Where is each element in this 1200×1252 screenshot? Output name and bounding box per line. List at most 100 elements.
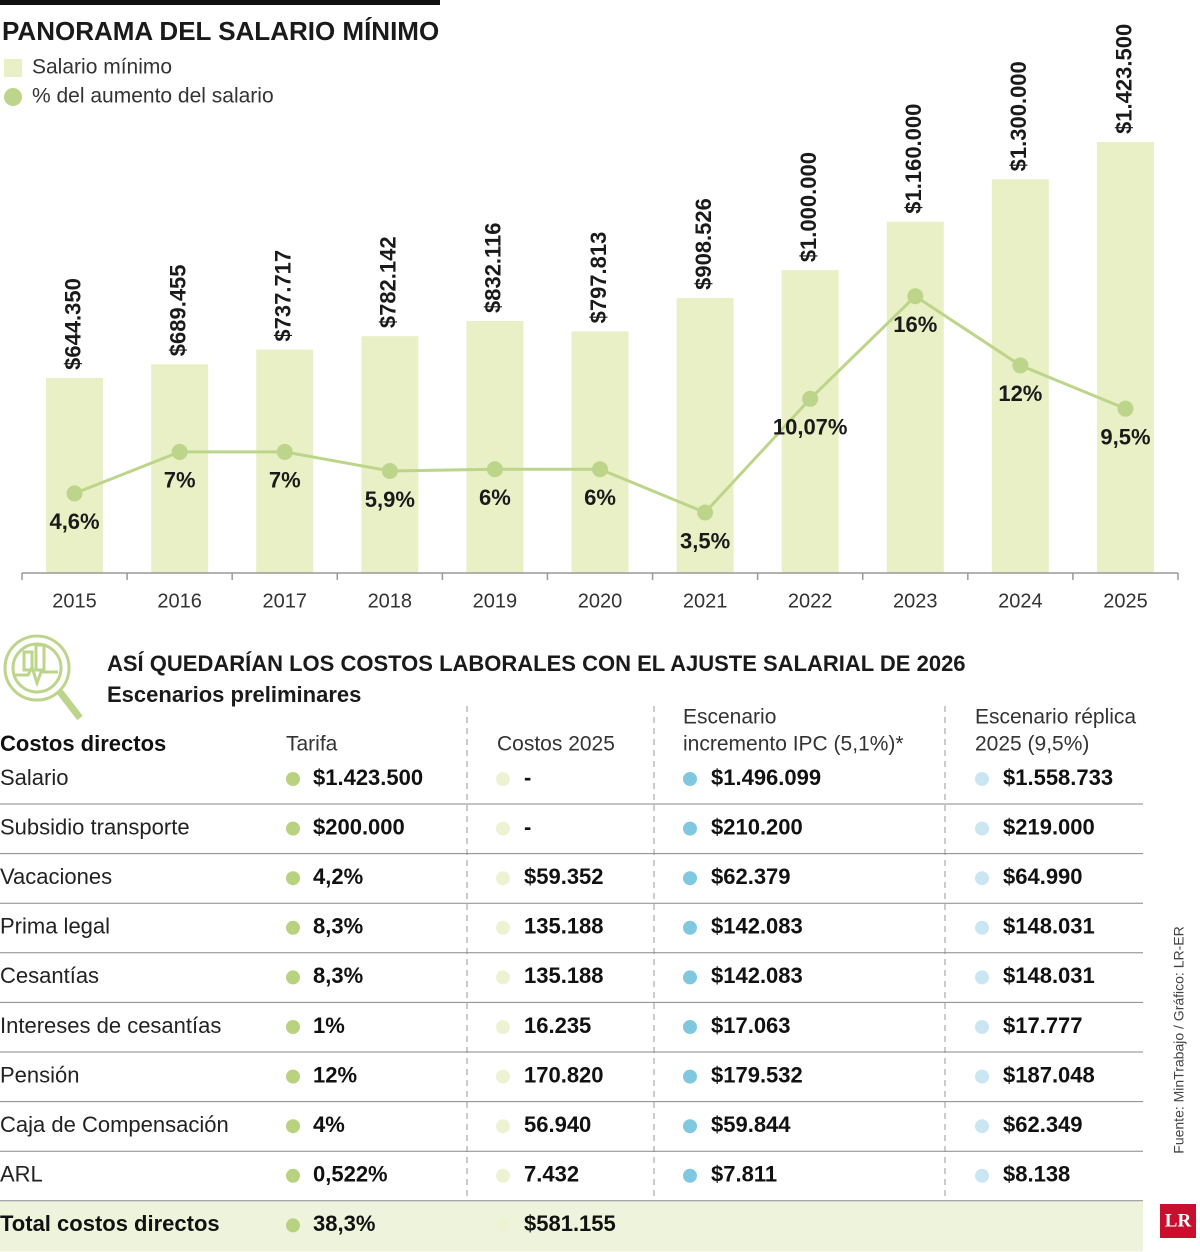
cell-dot <box>286 1020 300 1034</box>
cell-dot <box>683 1119 697 1134</box>
cell-value: $17.063 <box>711 1013 791 1038</box>
bar-value-label: $644.350 <box>60 278 85 370</box>
cell-dot <box>286 1119 300 1134</box>
cell-dot <box>286 970 300 985</box>
column-header: Costos directos <box>0 731 166 756</box>
cell-value: 135.188 <box>524 963 604 988</box>
point-value-label: 12% <box>998 381 1042 406</box>
x-tick-label: 2018 <box>368 590 413 612</box>
bar-value-label: $908.526 <box>691 198 716 290</box>
row-label: Vacaciones <box>0 864 112 889</box>
line-point <box>592 461 608 478</box>
bar <box>781 270 839 573</box>
row-label: Pensión <box>0 1062 80 1087</box>
cell-dot <box>683 1168 697 1183</box>
row-label: Caja de Compensación <box>0 1112 229 1137</box>
column-header: Costos 2025 <box>497 733 615 756</box>
source: Fuente: MinTrabajo / Gráfico: LR-ER <box>1171 926 1187 1153</box>
x-tick-label: 2022 <box>788 590 833 612</box>
column-header: Escenario <box>683 706 776 729</box>
x-tick-label: 2020 <box>578 590 623 612</box>
table-title: ASÍ QUEDARÍAN LOS COSTOS LABORALES CON E… <box>107 651 966 676</box>
x-tick-label: 2019 <box>473 590 518 612</box>
cell-value: 0,522% <box>313 1162 388 1187</box>
bar-value-label: $1.000.000 <box>796 152 821 262</box>
table-icon <box>3 634 83 721</box>
cell-value: $62.349 <box>1003 1112 1083 1137</box>
bar <box>151 364 209 573</box>
cell-dot <box>975 772 989 786</box>
cell-value: $210.200 <box>711 814 803 839</box>
cell-value: $7.811 <box>711 1162 777 1187</box>
line-point <box>907 288 924 305</box>
cell-value: $148.031 <box>1003 963 1095 988</box>
x-tick-label: 2021 <box>683 590 728 612</box>
cell-dot <box>286 1168 300 1183</box>
x-tick-label: 2024 <box>998 590 1043 612</box>
column-header: Tarifa <box>286 733 338 756</box>
total-row-bg <box>0 1201 1143 1252</box>
cell-dot <box>683 1020 697 1034</box>
point-value-label: 9,5% <box>1100 424 1150 449</box>
cell-value: 170.820 <box>524 1062 604 1087</box>
x-tick-label: 2023 <box>893 590 938 612</box>
cell-value: 1% <box>313 1013 345 1038</box>
cell-dot <box>683 1069 697 1084</box>
cell-dot <box>975 1168 989 1183</box>
line-point <box>802 390 819 407</box>
bar <box>571 331 629 573</box>
legend-label: Salario mínimo <box>32 56 172 79</box>
cell-dot <box>683 970 697 985</box>
row-label: Salario <box>0 765 68 790</box>
bar <box>991 179 1049 573</box>
cell-dot <box>286 821 300 836</box>
point-value-label: 5,9% <box>365 487 415 512</box>
legend-swatch <box>4 88 22 106</box>
cell-dot <box>496 1168 510 1183</box>
row-label: Subsidio transporte <box>0 814 190 839</box>
cell-value: 56.940 <box>524 1112 591 1137</box>
cell-dot <box>975 821 989 836</box>
cell-dot <box>683 871 697 886</box>
column-header: incremento IPC (5,1%)* <box>683 733 904 756</box>
bar-value-label: $1.160.000 <box>901 104 926 214</box>
x-tick-label: 2016 <box>157 590 202 612</box>
row-label: Intereses de cesantías <box>0 1013 221 1038</box>
x-tick-label: 2025 <box>1103 590 1148 612</box>
cell-dot <box>975 871 989 886</box>
legend-swatch <box>4 59 22 77</box>
cell-value: $8.138 <box>1003 1162 1070 1187</box>
cell-dot <box>496 871 510 886</box>
row-label: Cesantías <box>0 963 99 988</box>
logo: LR <box>1165 1210 1192 1231</box>
point-value-label: 3,5% <box>680 528 730 553</box>
table-subtitle: Escenarios preliminares <box>107 682 361 707</box>
cell-value: 38,3% <box>313 1211 375 1236</box>
line-point <box>1117 400 1134 417</box>
bar <box>46 377 104 573</box>
cell-value: 8,3% <box>313 963 363 988</box>
point-value-label: 7% <box>164 468 196 493</box>
cell-dot <box>683 920 697 935</box>
point-value-label: 16% <box>893 312 937 337</box>
legend-label: % del aumento del salario <box>32 85 274 108</box>
bar <box>676 297 734 573</box>
bar <box>886 221 944 573</box>
point-value-label: 10,07% <box>773 415 848 440</box>
cell-value: $187.048 <box>1003 1062 1095 1087</box>
cell-dot <box>496 772 510 786</box>
bar <box>361 336 419 573</box>
cell-value: 135.188 <box>524 914 604 939</box>
line-point <box>66 485 83 502</box>
cell-dot <box>286 871 300 886</box>
cell-value: 16.235 <box>524 1013 591 1038</box>
chart-title: PANORAMA DEL SALARIO MÍNIMO <box>2 16 439 46</box>
bar-value-label: $737.717 <box>271 250 296 342</box>
column-header: Escenario réplica <box>975 706 1136 729</box>
cell-value: 7.432 <box>524 1162 579 1187</box>
x-tick-label: 2017 <box>262 590 307 612</box>
cell-value: $142.083 <box>711 914 803 939</box>
cell-dot <box>496 1069 510 1084</box>
cell-dot <box>683 772 697 786</box>
